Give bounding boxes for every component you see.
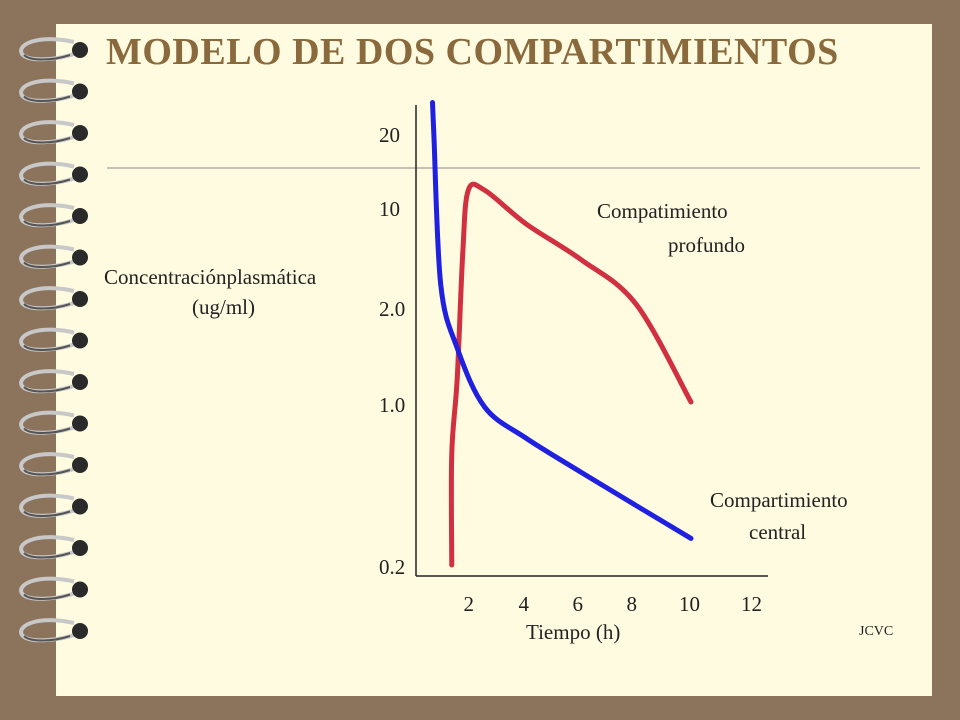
- series-label-deep-line1: Compatimiento: [597, 199, 728, 223]
- series-label-deep-line2: profundo: [668, 233, 745, 257]
- x-tick-label: 8: [626, 592, 638, 616]
- series-label-central-line1: Compartimiento: [710, 488, 848, 512]
- x-tick-label: 6: [572, 592, 584, 616]
- y-tick-label: 20: [379, 123, 400, 147]
- x-tick-label: 12: [741, 592, 762, 616]
- series-line-central: [430, 100, 694, 541]
- y-axis-label: Concentraciónplasmática: [104, 265, 317, 289]
- y-tick-label: 1.0: [379, 393, 406, 417]
- slide-background: [56, 24, 932, 696]
- slide-title: MODELO DE DOS COMPARTIMIENTOS: [106, 31, 839, 73]
- x-tick-label: 10: [679, 592, 700, 616]
- y-axis-unit: (ug/ml): [192, 295, 255, 319]
- spiral-binding-icon: [19, 37, 88, 643]
- y-tick-label: 2.0: [379, 297, 406, 321]
- series-label-central-line2: central: [749, 520, 807, 544]
- y-tick-label: 10: [379, 197, 400, 221]
- x-axis-label: Tiempo (h): [526, 620, 621, 644]
- series-line-deep: [448, 181, 694, 568]
- x-tick-label: 4: [518, 592, 530, 616]
- x-tick-label: 2: [463, 592, 475, 616]
- y-tick-label: 0.2: [379, 555, 406, 579]
- author-credit: JCVC: [859, 624, 894, 639]
